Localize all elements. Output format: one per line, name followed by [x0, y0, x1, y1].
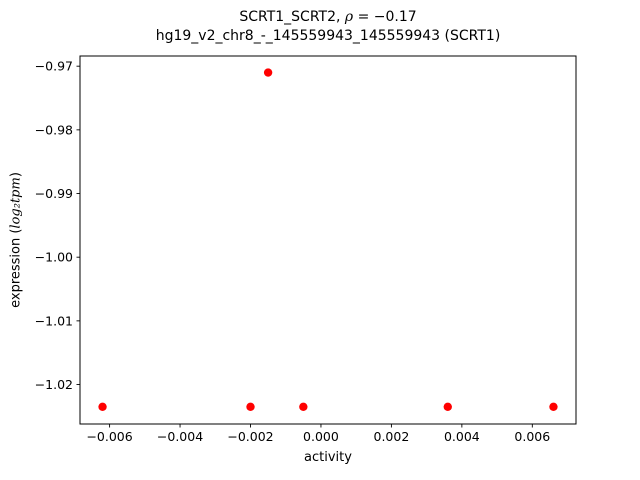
x-tick-label: 0.006 — [514, 429, 550, 444]
title-line-2: hg19_v2_chr8_-_145559943_145559943 (SCRT… — [155, 28, 501, 44]
title-gene-pair: SCRT1_SCRT2, — [239, 9, 345, 25]
data-point — [263, 68, 273, 77]
y-tick-label: −0.97 — [35, 59, 73, 74]
x-tick-label: −0.002 — [227, 429, 273, 444]
x-tick-label: 0.000 — [303, 429, 339, 444]
x-tick-label: 0.004 — [444, 429, 480, 444]
data-point — [299, 402, 308, 412]
y-tick-label: −1.00 — [35, 250, 73, 265]
data-point — [443, 402, 452, 412]
x-tick-label: −0.004 — [157, 429, 203, 444]
x-tick-label: −0.006 — [86, 429, 132, 444]
y-axis-label-suffix: ) — [8, 172, 24, 178]
y-tick-label: −0.98 — [35, 122, 73, 137]
data-point — [246, 402, 255, 412]
y-axis-label: expression (log₂tpm) — [9, 172, 24, 308]
y-tick-label: −1.01 — [35, 313, 73, 328]
y-axis-label-math: log₂tpm — [8, 177, 24, 229]
data-point — [98, 402, 107, 412]
rho-symbol: ρ — [344, 9, 354, 25]
chart-title: SCRT1_SCRT2, ρ = −0.17 hg19_v2_chr8_-_14… — [80, 8, 576, 46]
y-axis-label-prefix: expression ( — [8, 228, 24, 308]
axes-frame — [79, 55, 577, 425]
y-tick-label: −1.02 — [35, 377, 73, 392]
title-line-1: SCRT1_SCRT2, ρ = −0.17 — [80, 8, 576, 27]
title-rho-value: = −0.17 — [353, 9, 417, 25]
y-tick-label: −0.99 — [35, 186, 73, 201]
data-point — [549, 402, 558, 412]
x-tick-label: 0.002 — [374, 429, 410, 444]
x-axis-label: activity — [304, 450, 352, 465]
